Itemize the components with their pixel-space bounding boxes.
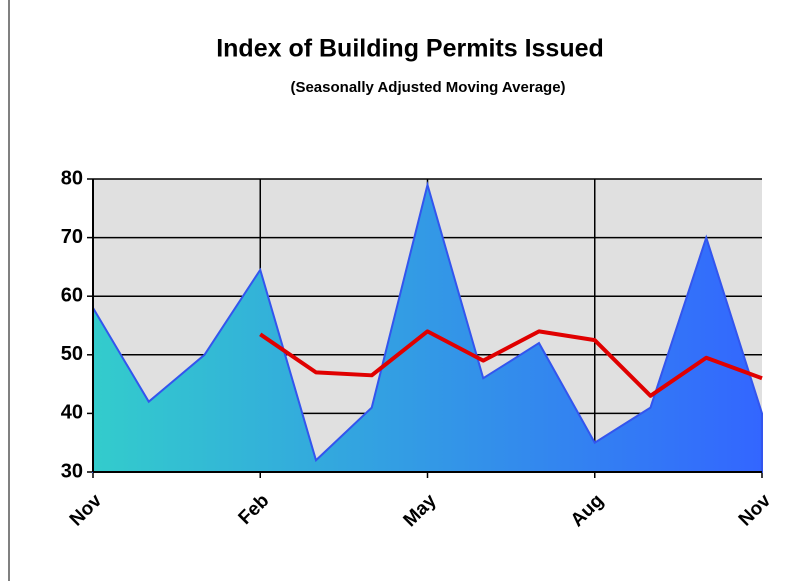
x-tick-label: May bbox=[400, 490, 441, 531]
y-tick-label: 80 bbox=[61, 167, 83, 189]
x-tick-label: Aug bbox=[567, 490, 608, 531]
y-tick-label: 70 bbox=[61, 226, 83, 248]
chart-title: Index of Building Permits Issued bbox=[216, 35, 604, 63]
chart-subtitle: (Seasonally Adjusted Moving Average) bbox=[290, 79, 565, 96]
y-tick-label: 50 bbox=[61, 343, 83, 365]
x-tick-label: Feb bbox=[235, 490, 274, 529]
line bbox=[259, 329, 763, 398]
y-tick-label: 30 bbox=[61, 460, 83, 482]
y-tick-label: 60 bbox=[61, 284, 83, 306]
area bbox=[92, 181, 763, 473]
y-tick-label: 40 bbox=[61, 402, 83, 424]
x-tick-label: Nov bbox=[735, 490, 776, 531]
x-tick-label: Nov bbox=[66, 490, 107, 531]
